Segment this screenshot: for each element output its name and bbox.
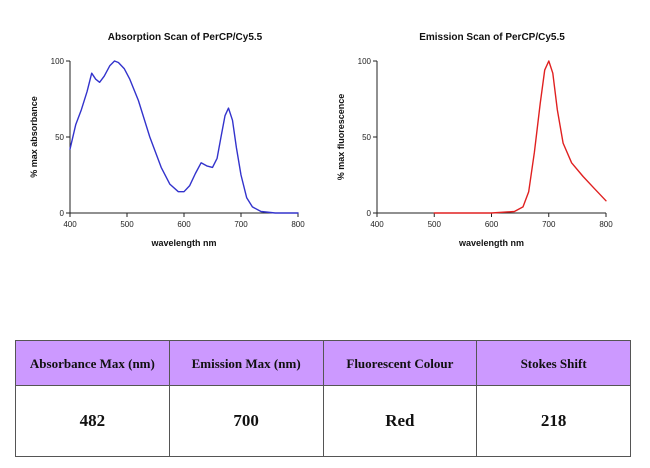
absorption-x-tick-label: 700 [234, 220, 248, 229]
header-emission-max: Emission Max (nm) [168, 340, 324, 386]
absorption-spectrum-line [69, 60, 299, 214]
absorption-x-tick-label: 500 [120, 220, 134, 229]
emission-x-tick-label: 800 [599, 220, 613, 229]
absorption-chart-title: Absorption Scan of PerCP/Cy5.5 [108, 32, 263, 43]
absorption-y-tick-label: 100 [51, 57, 65, 66]
emission-chart-title: Emission Scan of PerCP/Cy5.5 [419, 32, 565, 43]
absorption-y-tick-label: 50 [55, 133, 64, 142]
absorption-y-tick-label: 0 [60, 209, 65, 218]
emission-y-tick-label: 100 [358, 57, 372, 66]
emission-x-tick-label: 700 [542, 220, 556, 229]
fluorescent-colour-value: Red [322, 385, 478, 457]
absorption-x-axis-label: wavelength nm [150, 238, 216, 248]
emission-y-tick-label: 50 [362, 133, 371, 142]
absorption-x-tick-label: 400 [63, 220, 77, 229]
emission-y-tick-label: 0 [367, 209, 372, 218]
emission-spectrum-line [433, 60, 607, 214]
header-absorbance-max: Absorbance Max (nm) [15, 340, 170, 386]
stokes-shift-value: 218 [476, 385, 631, 457]
header-fluorescent-colour: Fluorescent Colour [322, 340, 478, 386]
emission-x-tick-label: 600 [485, 220, 499, 229]
absorption-x-tick-label: 600 [177, 220, 191, 229]
table-header-row: Absorbance Max (nm) Emission Max (nm) Fl… [15, 340, 631, 386]
absorption-x-tick-label: 800 [291, 220, 305, 229]
absorbance-max-value: 482 [15, 385, 170, 457]
absorption-y-axis-label: % max absorbance [29, 96, 39, 178]
emission-y-axis-label: % max fluorescence [336, 94, 346, 181]
emission-x-tick-label: 500 [428, 220, 442, 229]
header-stokes-shift: Stokes Shift [476, 340, 631, 386]
table-row: 482 700 Red 218 [15, 385, 631, 457]
emission-x-tick-label: 400 [370, 220, 384, 229]
emission-x-axis-label: wavelength nm [458, 238, 524, 248]
spectral-properties-table: Absorbance Max (nm) Emission Max (nm) Fl… [15, 340, 631, 457]
emission-max-value: 700 [168, 385, 324, 457]
